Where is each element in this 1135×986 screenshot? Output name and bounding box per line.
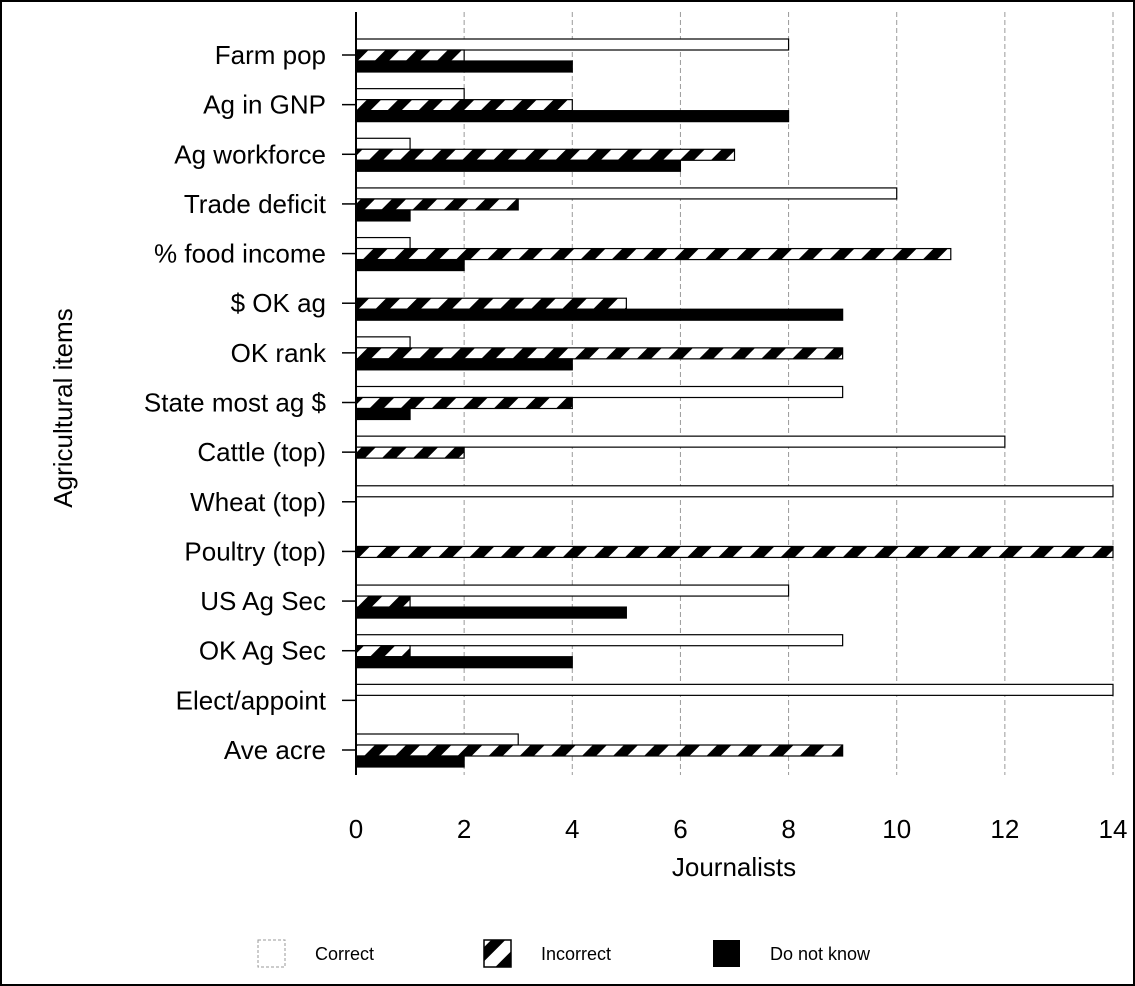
legend-swatch-incorrect <box>483 939 512 968</box>
legend-label: Do not know <box>770 944 871 964</box>
bar-black <box>355 308 844 321</box>
y-tick-label: OK Ag Sec <box>199 636 326 666</box>
bar-black <box>355 606 627 619</box>
bar-hatched <box>355 347 844 360</box>
legend-label: Correct <box>315 944 374 964</box>
y-tick-label: OK rank <box>231 338 327 368</box>
y-axis-title: Agricultural items <box>48 308 78 507</box>
y-tick-label: Ag workforce <box>174 139 326 169</box>
bar-hatched <box>355 198 519 211</box>
y-tick-label: State most ag $ <box>144 388 327 418</box>
y-tick-label: % food income <box>154 239 326 269</box>
bar-hatched <box>355 99 573 112</box>
bar-white <box>355 584 790 597</box>
x-tick-label: 10 <box>882 814 911 844</box>
bar-white <box>355 435 1006 448</box>
y-tick-label: $ OK ag <box>231 288 326 318</box>
grid <box>463 12 1114 775</box>
x-tick-label: 4 <box>565 814 579 844</box>
x-tick-label: 8 <box>781 814 795 844</box>
bar-white <box>355 38 790 51</box>
bar-white <box>355 137 411 150</box>
bar-hatched <box>355 247 952 261</box>
bar-white <box>355 88 465 101</box>
bar-black <box>355 159 682 172</box>
y-tick-label: Ave acre <box>224 735 326 765</box>
bar-white <box>355 336 411 349</box>
bar-white <box>355 634 844 647</box>
bar-black <box>355 407 411 421</box>
bar-black <box>355 755 465 768</box>
legend-swatch-correct <box>257 939 286 968</box>
x-tick-label: 12 <box>990 814 1019 844</box>
bars <box>355 38 1114 768</box>
bar-hatched <box>355 545 1114 559</box>
x-tick-label: 2 <box>457 814 471 844</box>
bar-hatched <box>355 148 736 161</box>
bar-white <box>355 733 519 746</box>
axes <box>342 12 357 775</box>
y-tick-label: Trade deficit <box>184 189 327 219</box>
bar-white <box>355 187 898 200</box>
legend-label: Incorrect <box>541 944 611 964</box>
legend: Correct Incorrect Do not know <box>257 939 871 968</box>
bar-black <box>355 60 573 73</box>
x-tick-label: 6 <box>673 814 687 844</box>
x-axis-title: Journalists <box>672 852 796 882</box>
bar-black <box>355 656 573 669</box>
bar-black <box>355 110 790 123</box>
y-tick-label: Elect/appoint <box>176 685 327 715</box>
y-tick-label: Poultry (top) <box>184 536 326 566</box>
bar-hatched <box>355 645 411 658</box>
y-tick-label: Ag in GNP <box>203 90 326 120</box>
bar-hatched <box>355 396 573 410</box>
y-tick-label: Cattle (top) <box>197 437 326 467</box>
bar-hatched <box>355 49 465 62</box>
bar-black <box>355 209 411 222</box>
bar-hatched <box>355 297 627 310</box>
y-tick-label: Farm pop <box>215 40 326 70</box>
bar-black <box>355 358 573 371</box>
bar-white <box>355 236 411 250</box>
bar-white <box>355 485 1114 498</box>
y-tick-label: Wheat (top) <box>190 487 326 517</box>
x-tick-label: 0 <box>349 814 363 844</box>
x-tick-label: 14 <box>1099 814 1128 844</box>
y-tick-label: US Ag Sec <box>200 586 326 616</box>
bar-hatched <box>355 744 844 757</box>
bar-hatched <box>355 595 411 608</box>
bar-black <box>355 258 465 272</box>
bar-white <box>355 683 1114 696</box>
legend-swatch-do-not-know <box>713 940 740 967</box>
labels: Farm pop Ag in GNP Ag workforce Trade defic… <box>144 40 1128 844</box>
bar-hatched <box>355 446 465 459</box>
bar-white <box>355 385 844 399</box>
